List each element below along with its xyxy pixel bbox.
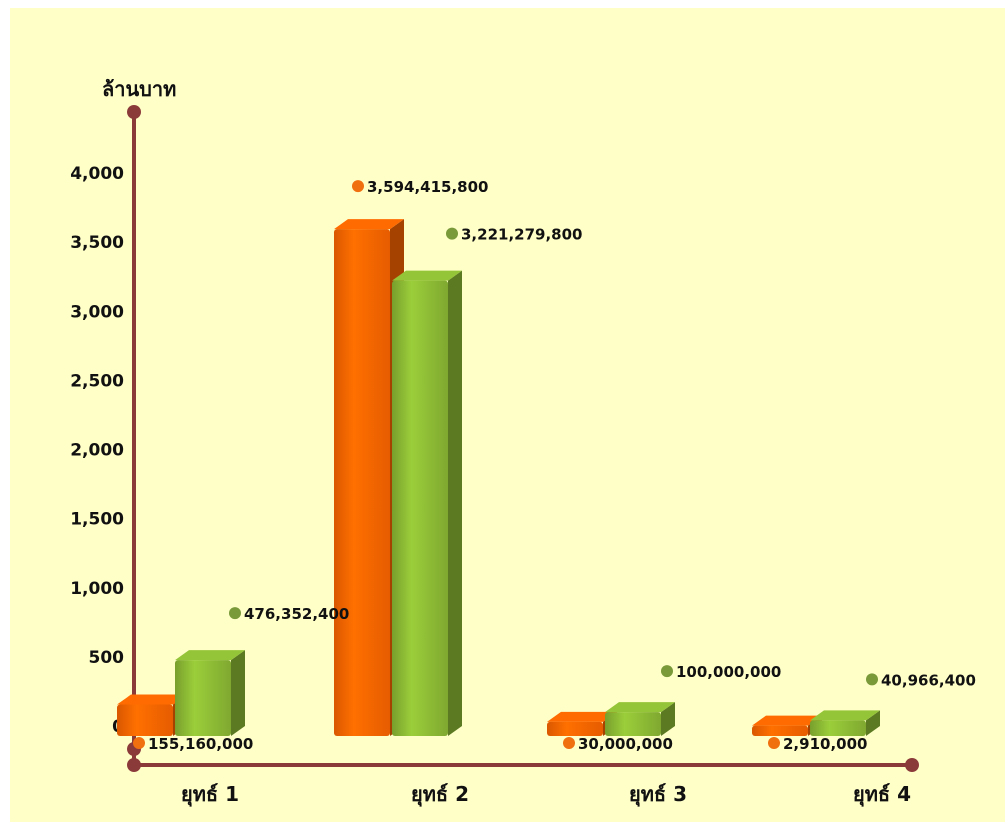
data-label: 100,000,000 xyxy=(676,663,781,681)
data-label: 30,000,000 xyxy=(578,735,673,753)
data-labels: 155,160,000 476,352,400 3,594,415,800 3,221… xyxy=(133,178,976,753)
data-label: 155,160,000 xyxy=(148,735,253,753)
data-label-marker xyxy=(768,737,780,749)
y-tick-label: 2,000 xyxy=(70,441,124,461)
axis-end-dot xyxy=(905,758,919,772)
y-tick-label: 500 xyxy=(89,648,125,668)
bar-series2-1 xyxy=(175,650,245,736)
y-tick-label: 3,500 xyxy=(70,233,124,253)
data-label: 2,910,000 xyxy=(783,735,867,753)
y-axis-unit-label: ล้านบาท xyxy=(102,77,176,101)
axis-end-dot xyxy=(127,105,141,119)
data-label: 40,966,400 xyxy=(881,671,976,689)
data-label-marker xyxy=(352,180,364,193)
y-tick-label: 2,500 xyxy=(70,371,124,391)
data-label-marker xyxy=(866,673,878,686)
category-labels: ยุทธ์ 1 ยุทธ์ 2 ยุทธ์ 3 ยุทธ์ 4 xyxy=(181,782,911,807)
axes xyxy=(127,105,919,772)
bar-series2-3 xyxy=(605,702,675,736)
data-label-marker xyxy=(661,665,673,678)
data-label: 3,594,415,800 xyxy=(367,178,488,196)
x-category-label: ยุทธ์ 3 xyxy=(629,782,687,807)
x-category-label: ยุทธ์ 2 xyxy=(411,782,469,807)
y-tick-label: 4,000 xyxy=(70,164,124,184)
y-tick-label: 1,000 xyxy=(70,579,124,599)
data-label-marker xyxy=(133,737,145,749)
bar-series2-4 xyxy=(810,710,880,736)
x-category-label: ยุทธ์ 4 xyxy=(853,782,911,807)
bar-chart: 05001,0001,5002,0002,5003,0003,5004,000 … xyxy=(70,77,976,807)
data-label-marker xyxy=(563,737,575,749)
x-category-label: ยุทธ์ 1 xyxy=(181,782,239,807)
bars xyxy=(117,219,880,736)
axis-end-dot xyxy=(127,758,141,772)
data-label: 3,221,279,800 xyxy=(461,226,582,244)
data-label-marker xyxy=(229,607,241,620)
y-tick-label: 3,000 xyxy=(70,302,124,322)
y-tick-label: 1,500 xyxy=(70,510,124,530)
bar-series2-2 xyxy=(392,270,462,736)
data-label: 476,352,400 xyxy=(244,605,349,623)
data-label-marker xyxy=(446,227,458,240)
chart-root: 05001,0001,5002,0002,5003,0003,5004,000 … xyxy=(10,8,1005,822)
